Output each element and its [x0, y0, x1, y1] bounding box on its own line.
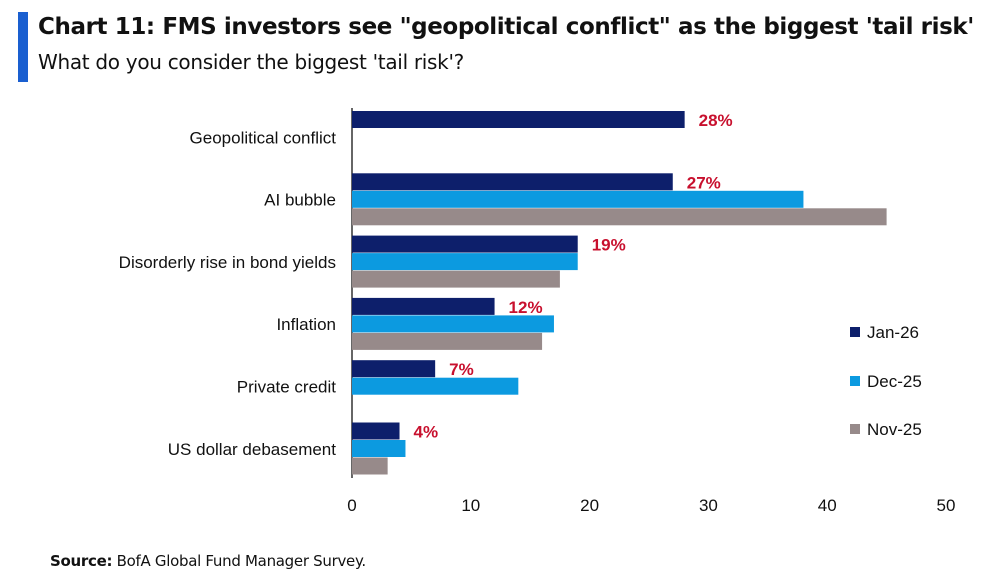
- category-label: US dollar debasement: [168, 440, 336, 459]
- legend-label-dec-25: Dec-25: [867, 372, 922, 391]
- data-label: 4%: [414, 423, 439, 442]
- category-label: Private credit: [237, 377, 336, 396]
- bar-dec-25: [352, 377, 519, 395]
- source-label: Source:: [50, 552, 113, 570]
- x-tick-label: 0: [347, 496, 356, 515]
- bar-jan-26: [352, 422, 400, 440]
- bar-dec-25: [352, 440, 406, 457]
- bar-dec-25: [352, 190, 804, 208]
- data-label: 19%: [592, 236, 626, 255]
- bar-jan-26: [352, 360, 436, 378]
- chart-title: Chart 11: FMS investors see "geopolitica…: [38, 14, 974, 40]
- bar-nov-25: [352, 208, 887, 226]
- source-text: BofA Global Fund Manager Survey.: [116, 552, 367, 570]
- chart-subtitle: What do you consider the biggest 'tail r…: [38, 50, 464, 74]
- data-label: 28%: [699, 111, 733, 130]
- category-label: AI bubble: [264, 191, 336, 210]
- bar-nov-25: [352, 270, 560, 288]
- category-label: Disorderly rise in bond yields: [119, 253, 336, 272]
- bar-jan-26: [352, 297, 495, 315]
- bar-jan-26: [352, 173, 673, 191]
- bar-nov-25: [352, 457, 388, 475]
- bar-dec-25: [352, 253, 578, 271]
- legend-label-jan-26: Jan-26: [867, 323, 919, 342]
- bar-jan-26: [352, 111, 685, 128]
- bar-dec-25: [352, 315, 554, 333]
- bar-nov-25: [352, 332, 543, 350]
- category-label: Geopolitical conflict: [190, 128, 337, 147]
- data-label: 27%: [687, 173, 721, 192]
- legend-swatch-nov-25: [850, 424, 860, 434]
- legend-label-nov-25: Nov-25: [867, 420, 922, 439]
- data-label: 7%: [449, 360, 474, 379]
- x-tick-label: 10: [461, 496, 480, 515]
- data-label: 12%: [509, 298, 543, 317]
- source-note: Source: BofA Global Fund Manager Survey.: [50, 552, 366, 570]
- x-tick-label: 30: [699, 496, 718, 515]
- legend-swatch-jan-26: [850, 327, 860, 337]
- legend-swatch-dec-25: [850, 376, 860, 386]
- x-tick-label: 50: [937, 496, 956, 515]
- category-label: Inflation: [276, 315, 336, 334]
- title-accent-bar: [18, 12, 28, 82]
- bar-jan-26: [352, 235, 578, 253]
- x-tick-label: 20: [580, 496, 599, 515]
- x-tick-label: 40: [818, 496, 837, 515]
